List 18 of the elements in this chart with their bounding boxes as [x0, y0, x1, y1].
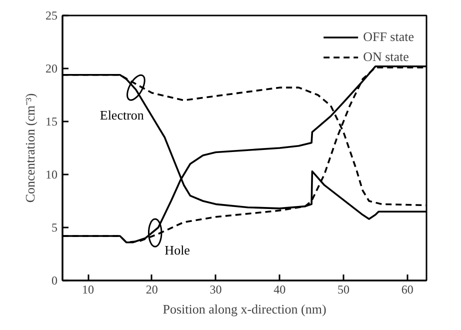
x-tick-label: 60	[401, 282, 414, 296]
y-tick-label: 10	[46, 168, 58, 182]
x-tick-label: 10	[82, 282, 94, 296]
x-tick-label: 40	[274, 282, 286, 296]
x-tick-label: 20	[146, 282, 158, 296]
x-tick-label: 30	[210, 282, 222, 296]
annotation: Hole	[164, 242, 190, 258]
y-tick-label: 0	[52, 274, 58, 288]
legend-label: OFF state	[363, 29, 414, 45]
x-tick-label: 50	[337, 282, 350, 296]
x-axis-title: Position along x-direction (nm)	[162, 302, 326, 316]
annotation: Electron	[100, 108, 144, 123]
y-tick-label: 25	[46, 8, 58, 22]
y-tick-label: 15	[46, 114, 58, 128]
y-tick-label: 5	[52, 220, 58, 234]
y-tick-label: 20	[46, 62, 58, 76]
y-axis-title: Concentration (cm⁻³)	[22, 93, 38, 203]
legend-label: ON state	[363, 49, 409, 65]
